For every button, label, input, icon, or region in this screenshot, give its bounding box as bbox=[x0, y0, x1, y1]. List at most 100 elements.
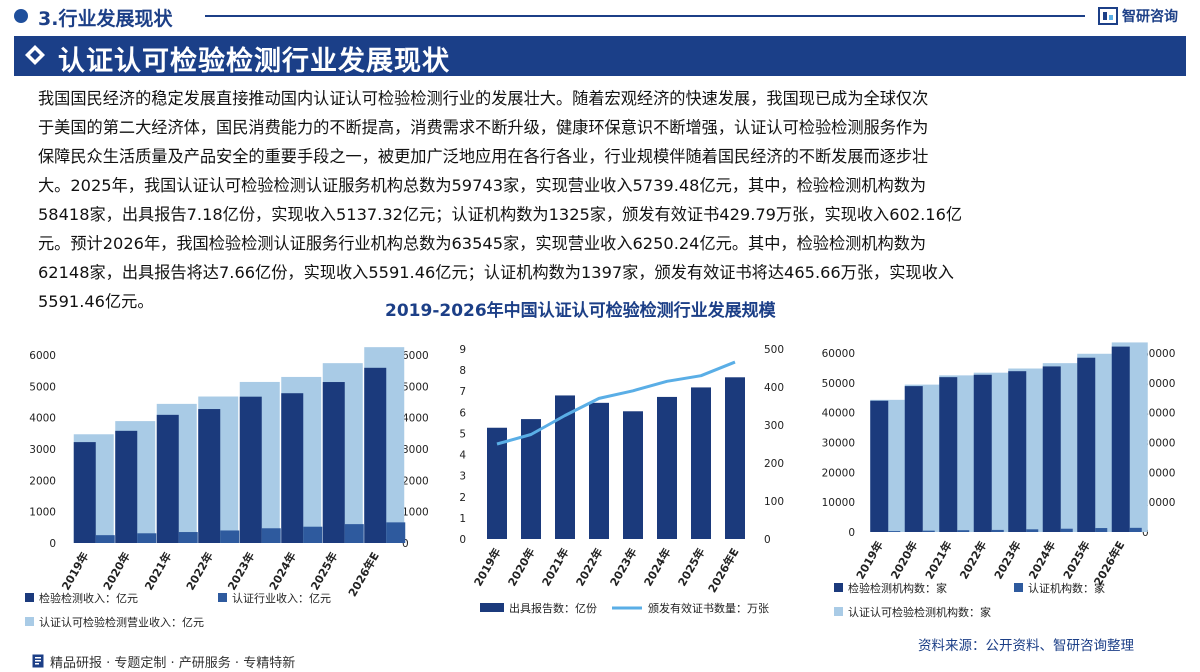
bar-primary bbox=[973, 374, 992, 532]
legend-label: 出具报告数：亿份 bbox=[509, 601, 597, 615]
y-tick-right: 2000 bbox=[402, 475, 429, 487]
bar-reports bbox=[691, 387, 711, 539]
body-line: 大。2025年，我国认证认可检验检测认证服务机构总数为59743家，实现营业收入… bbox=[38, 176, 927, 195]
y-tick-left: 4 bbox=[459, 450, 466, 462]
x-tick-label: 2021年 bbox=[141, 550, 174, 593]
y-tick-right: 5000 bbox=[402, 381, 429, 393]
legend-label: 检验检测收入：亿元 bbox=[39, 591, 138, 605]
y-tick-left: 20000 bbox=[822, 467, 855, 479]
y-tick-left: 6000 bbox=[29, 350, 56, 362]
bar-secondary bbox=[1026, 529, 1039, 532]
bar-reports bbox=[555, 395, 575, 539]
body-line: 元。预计2026年，我国检验检测认证服务行业机构总数为63545家，实现营业收入… bbox=[38, 234, 927, 253]
y-tick-right: 10000 bbox=[1142, 497, 1175, 509]
bar-primary bbox=[73, 442, 96, 543]
bar-primary bbox=[1042, 366, 1061, 532]
page-title: 认证认可检验检测行业发展现状 bbox=[58, 46, 450, 77]
bar-secondary bbox=[1060, 528, 1073, 532]
y-tick-right: 200 bbox=[764, 458, 784, 470]
brand: 智研咨询 bbox=[1098, 4, 1178, 28]
y-tick-right: 30000 bbox=[1142, 438, 1175, 450]
y-tick-left: 1 bbox=[459, 513, 466, 525]
bar-secondary bbox=[303, 526, 323, 543]
y-tick-right: 0 bbox=[764, 534, 771, 546]
bar-primary bbox=[1077, 357, 1096, 532]
y-tick-right: 0 bbox=[402, 538, 409, 550]
y-tick-left: 0 bbox=[49, 538, 56, 550]
bar-primary bbox=[1008, 371, 1027, 532]
legend-label: 认证机构数：家 bbox=[1028, 581, 1105, 595]
header-rule bbox=[205, 15, 1085, 17]
body-line: 我国国民经济的稳定发展直接推动国内认证认可检验检测行业的发展壮大。随着宏观经济的… bbox=[38, 89, 929, 108]
y-tick-left: 1000 bbox=[29, 507, 56, 519]
legend-label: 颁发有效证书数量：万张 bbox=[648, 601, 769, 615]
bar-reports bbox=[521, 419, 541, 539]
x-tick-label: 2022年 bbox=[573, 546, 606, 589]
x-tick-label: 2026年E bbox=[345, 550, 382, 600]
body-line: 58418家，出具报告7.18亿份，实现收入5137.32亿元；认证机构数为13… bbox=[38, 205, 963, 224]
legend-swatch bbox=[480, 603, 504, 612]
x-tick-label: 2020年 bbox=[505, 546, 538, 589]
bar-secondary bbox=[1129, 527, 1142, 532]
bar-reports bbox=[623, 411, 643, 539]
title-banner: 认证认可检验检测行业发展现状 bbox=[14, 36, 1186, 77]
chart-section-title: 2019-2026年中国认证认可检验检测行业发展规模 bbox=[385, 301, 776, 321]
bar-secondary bbox=[1095, 528, 1108, 532]
bar-secondary bbox=[137, 533, 157, 543]
body-paragraph: 我国国民经济的稳定发展直接推动国内认证认可检验检测行业的发展壮大。随着宏观经济的… bbox=[38, 84, 1166, 316]
line-certificates bbox=[496, 360, 736, 446]
y-tick-left: 5000 bbox=[29, 381, 56, 393]
y-tick-right: 100 bbox=[764, 496, 784, 508]
diamond-icon bbox=[25, 45, 45, 65]
bar-primary bbox=[364, 367, 387, 543]
bar-secondary bbox=[957, 530, 970, 532]
bar-secondary bbox=[888, 531, 901, 532]
y-tick-right: 300 bbox=[764, 420, 784, 432]
y-tick-right: 3000 bbox=[402, 444, 429, 456]
x-tick-label: 2022年 bbox=[183, 550, 216, 593]
bar-primary bbox=[115, 430, 138, 543]
data-source: 资料来源：公开资料、智研咨询整理 bbox=[918, 638, 1134, 654]
x-tick-label: 2026年E bbox=[705, 546, 742, 596]
x-tick-label: 2019年 bbox=[471, 546, 504, 589]
y-tick-left: 2 bbox=[459, 492, 466, 504]
y-tick-left: 0 bbox=[848, 527, 855, 539]
y-tick-left: 3 bbox=[459, 471, 466, 483]
body-line: 62148家，出具报告将达7.66亿份，实现收入5591.46亿元；认证机构数为… bbox=[38, 263, 954, 282]
bar-secondary bbox=[261, 528, 281, 543]
bar-secondary bbox=[991, 529, 1004, 532]
legend-label: 认证认可检验检测营业收入：亿元 bbox=[39, 615, 204, 629]
bar-reports bbox=[487, 427, 507, 539]
zhiyan-logo-icon bbox=[1098, 7, 1118, 25]
bar-secondary bbox=[220, 530, 240, 543]
body-line: 保障民众生活质量及产品安全的重要手段之一，被更加广泛地应用在各行各业，行业规模伴… bbox=[38, 147, 929, 166]
x-tick-label: 2024年 bbox=[641, 546, 674, 589]
x-tick-label: 2025年 bbox=[307, 550, 340, 593]
y-tick-right: 500 bbox=[764, 344, 784, 356]
bar-primary bbox=[156, 414, 179, 543]
y-tick-left: 8 bbox=[459, 365, 466, 377]
y-tick-right: 60000 bbox=[1142, 348, 1175, 360]
legend-swatch bbox=[834, 583, 843, 592]
bar-primary bbox=[870, 400, 889, 532]
x-tick-label: 2025年 bbox=[675, 546, 708, 589]
x-tick-label: 2025年 bbox=[1060, 539, 1093, 582]
y-tick-right: 20000 bbox=[1142, 467, 1175, 479]
x-tick-label: 2024年 bbox=[266, 550, 299, 593]
y-tick-right: 6000 bbox=[402, 350, 429, 362]
bar-primary bbox=[198, 409, 221, 543]
x-tick-label: 2023年 bbox=[607, 546, 640, 589]
section-title: 3.行业发展现状 bbox=[38, 8, 173, 30]
bar-secondary bbox=[386, 522, 406, 543]
y-tick-right: 400 bbox=[764, 382, 784, 394]
y-tick-left: 6 bbox=[459, 407, 466, 419]
bar-secondary bbox=[922, 530, 935, 532]
x-tick-label: 2021年 bbox=[539, 546, 572, 589]
y-tick-left: 10000 bbox=[822, 497, 855, 509]
top-bar: 3.行业发展现状 智研咨询 bbox=[0, 0, 1200, 34]
x-tick-label: 2023年 bbox=[224, 550, 257, 593]
bar-primary bbox=[904, 386, 923, 532]
legend-label: 认证认可检验检测机构数：家 bbox=[848, 605, 991, 619]
bar-reports bbox=[725, 377, 745, 539]
legend-swatch bbox=[25, 593, 34, 602]
